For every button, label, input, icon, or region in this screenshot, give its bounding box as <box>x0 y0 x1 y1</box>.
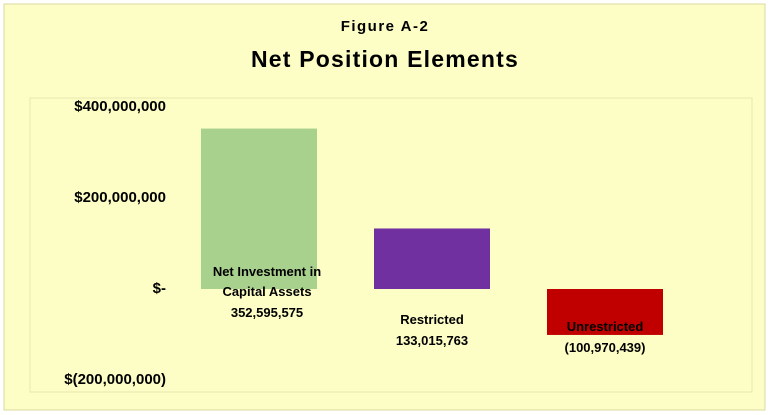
value-label: 133,015,763 <box>395 333 469 348</box>
category-label: Restricted <box>400 312 464 327</box>
value-label: (100,970,439) <box>564 340 646 355</box>
y-tick-label: $200,000,000 <box>74 189 166 206</box>
chart-subtitle: Figure A-2 <box>341 18 430 35</box>
chart-title: Net Position Elements <box>251 46 519 72</box>
y-tick-label: $- <box>153 280 166 297</box>
y-tick-label: $(200,000,000) <box>64 371 166 388</box>
y-tick-label: $400,000,000 <box>74 98 166 115</box>
bar <box>201 128 317 289</box>
category-label: Unrestricted <box>566 319 644 334</box>
chart-background <box>3 3 766 411</box>
bar <box>547 289 663 335</box>
category-label: Net Investment in Capital Assets <box>212 264 322 299</box>
bar <box>374 228 490 289</box>
plot-border <box>29 97 753 393</box>
value-label: 352,595,575 <box>230 305 304 320</box>
